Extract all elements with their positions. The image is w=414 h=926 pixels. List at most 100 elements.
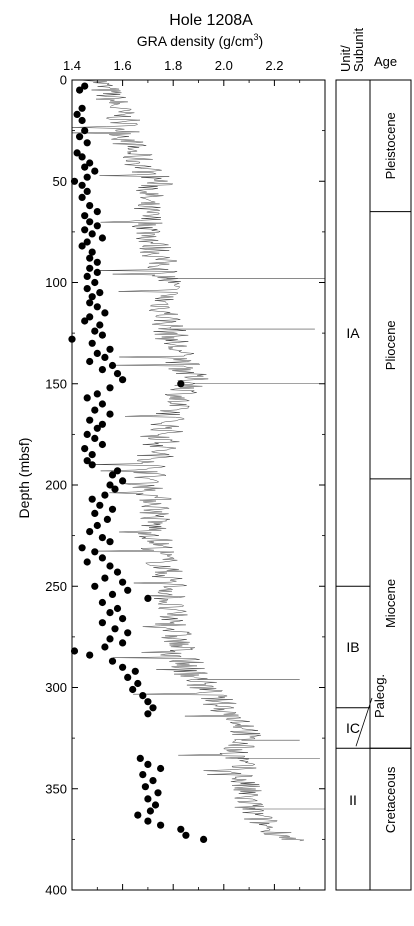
density-point — [78, 116, 86, 125]
density-point — [106, 384, 114, 392]
age-column-frame — [369, 79, 412, 891]
density-point — [108, 657, 117, 665]
density-point — [177, 825, 185, 833]
density-point — [88, 495, 96, 503]
density-point — [98, 234, 106, 242]
x-tick-label: 1.4 — [63, 58, 81, 73]
density-point — [151, 801, 160, 809]
density-point — [78, 544, 86, 552]
unit-label: II — [349, 792, 357, 808]
unit-label: IA — [346, 325, 360, 341]
density-point — [200, 835, 208, 844]
density-point — [124, 629, 132, 637]
density-point — [86, 313, 94, 321]
density-point — [106, 635, 114, 643]
density-point — [81, 317, 89, 325]
density-point — [76, 86, 84, 94]
density-point — [96, 501, 104, 509]
density-point — [98, 619, 106, 627]
density-point — [76, 133, 84, 141]
density-point — [81, 212, 89, 220]
density-point — [98, 440, 106, 449]
density-point — [111, 625, 119, 633]
age-label: Cretaceous — [383, 766, 398, 833]
density-point — [96, 289, 104, 297]
density-point — [113, 604, 122, 613]
density-point — [139, 692, 147, 700]
density-point — [81, 445, 89, 453]
density-point — [157, 821, 165, 829]
density-point — [101, 574, 109, 582]
density-point — [144, 710, 152, 718]
x-axis-label-superscript: 3 — [254, 32, 259, 42]
density-point — [149, 777, 157, 785]
density-point — [81, 163, 89, 171]
density-point — [119, 477, 127, 485]
density-point — [124, 586, 132, 594]
density-point — [119, 376, 127, 384]
y-tick-label: 150 — [45, 376, 67, 391]
density-point — [98, 420, 106, 428]
density-point — [108, 471, 117, 479]
density-point — [106, 562, 114, 570]
age-column: Age Pleistocene Pliocene Miocene Paleog. Cre… — [355, 54, 412, 891]
density-point — [88, 461, 96, 469]
density-point — [144, 817, 152, 825]
density-point — [91, 434, 99, 442]
density-point — [88, 230, 96, 238]
unit-column-frame — [335, 79, 371, 891]
x-tick-label: 1.6 — [114, 58, 132, 73]
density-point — [149, 704, 157, 712]
density-point — [119, 663, 127, 671]
plot-area: 1.4 1.6 1.8 2.0 2.2 0 50 100 150 200 250 300 350 400 — [45, 58, 326, 898]
density-point — [93, 303, 101, 311]
density-point — [86, 299, 94, 307]
density-point — [98, 598, 106, 607]
density-point — [96, 321, 104, 329]
age-label: Pliocene — [383, 320, 398, 370]
density-point — [106, 410, 114, 418]
density-point — [86, 218, 94, 226]
density-point — [93, 268, 101, 276]
density-point — [93, 258, 101, 266]
density-point — [139, 771, 147, 779]
density-point — [98, 400, 106, 408]
density-point — [146, 807, 154, 815]
age-label: Paleog. — [372, 674, 387, 718]
density-point — [93, 424, 101, 432]
y-tick-label: 250 — [45, 579, 67, 594]
density-point — [136, 754, 144, 763]
density-point — [131, 667, 139, 675]
density-point — [81, 82, 89, 90]
density-point — [108, 505, 117, 513]
density-point — [88, 339, 96, 347]
discrete-density-points — [68, 82, 208, 844]
y-tick-label: 0 — [60, 73, 67, 88]
density-point — [91, 327, 99, 335]
density-point — [83, 272, 91, 280]
density-point — [78, 193, 86, 201]
paleog-leader-line — [355, 697, 373, 747]
density-point — [119, 615, 127, 623]
density-point — [98, 366, 106, 374]
density-point — [91, 509, 99, 517]
unit-header-line2: Subunit — [351, 28, 366, 72]
y-tick-label: 200 — [45, 478, 67, 493]
density-point — [86, 159, 94, 167]
x-axis-label: GRA density (g/cm3) — [137, 32, 263, 49]
density-point — [83, 139, 91, 147]
density-point — [93, 521, 101, 530]
density-point — [144, 594, 152, 603]
density-point — [91, 548, 99, 556]
density-point — [106, 481, 114, 489]
density-point — [141, 783, 149, 791]
density-point — [83, 285, 91, 293]
density-point — [83, 430, 91, 438]
density-point — [93, 390, 101, 398]
chart-title: Hole 1208A — [169, 12, 253, 29]
y-axis-label: Depth (mbsf) — [16, 438, 32, 519]
density-point — [108, 361, 117, 370]
density-point — [83, 558, 91, 566]
density-point — [88, 248, 96, 256]
